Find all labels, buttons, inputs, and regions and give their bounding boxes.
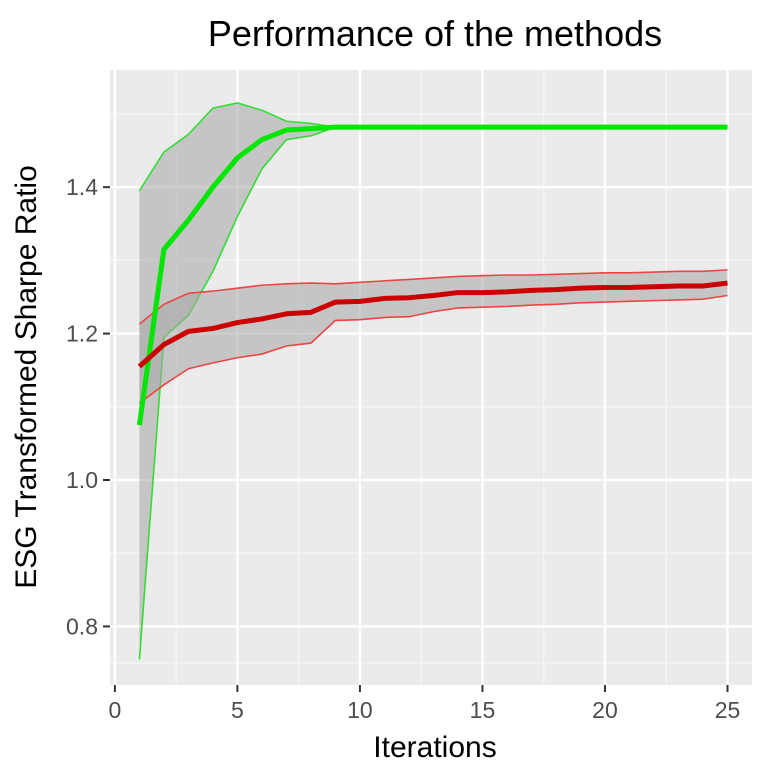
chart-title: Performance of the methods (208, 13, 662, 54)
x-axis-label: Iterations (373, 731, 496, 761)
major-gridlines (110, 70, 752, 685)
x-tick-label: 0 (109, 697, 122, 723)
confidence-band (139, 269, 728, 404)
x-tick-label: 15 (470, 697, 496, 723)
y-axis-label: ESG Transformed Sharpe Ratio (10, 165, 43, 589)
band-upper-edge (138, 269, 728, 325)
series-line (137, 280, 728, 369)
series-lines (136, 124, 728, 426)
x-tick-label: 25 (715, 697, 741, 723)
band-lower-edge (138, 294, 728, 404)
y-tick-label: 1.4 (66, 174, 98, 200)
x-axis: 0 5 10 15 20 25 (109, 685, 741, 723)
series-line (136, 124, 728, 426)
y-tick-label: 0.8 (66, 613, 98, 639)
y-axis: 0.8 1.0 1.2 1.4 (66, 174, 110, 639)
x-tick-label: 5 (231, 697, 244, 723)
y-tick-label: 1.0 (66, 467, 98, 493)
confidence-band (139, 102, 728, 660)
y-tick-label: 1.2 (66, 321, 98, 347)
x-tick-label: 10 (347, 697, 373, 723)
x-tick-label: 20 (592, 697, 618, 723)
